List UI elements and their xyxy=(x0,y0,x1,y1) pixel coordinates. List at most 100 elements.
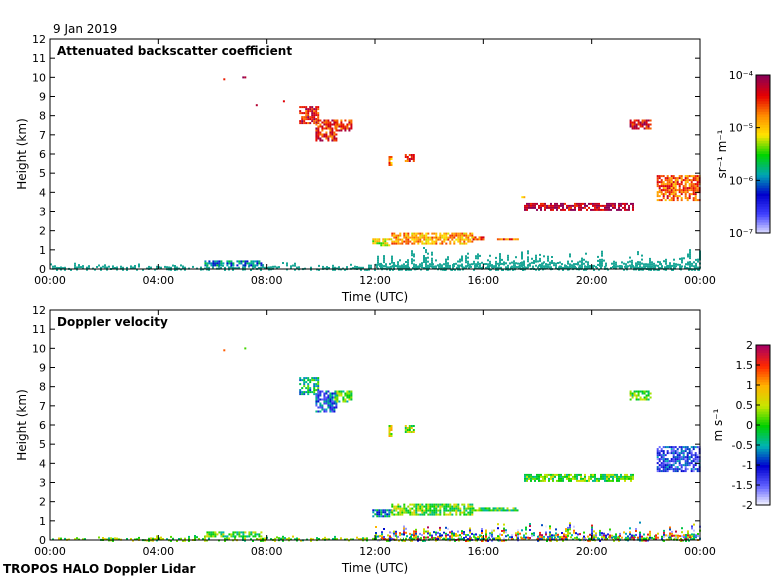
data-cell xyxy=(360,266,362,269)
data-cell xyxy=(333,123,336,126)
colorbar-segment xyxy=(756,491,770,495)
data-cell xyxy=(301,116,304,119)
data-cell xyxy=(682,470,685,473)
data-cell xyxy=(374,513,377,516)
data-cell xyxy=(485,263,487,265)
data-cell xyxy=(569,522,571,525)
data-cell xyxy=(252,535,255,538)
data-cell xyxy=(569,253,571,256)
data-cell xyxy=(653,266,655,269)
data-cell xyxy=(556,208,558,211)
data-cell xyxy=(618,475,620,478)
data-cell xyxy=(474,238,477,241)
data-cell xyxy=(401,238,404,241)
data-cell xyxy=(299,389,302,392)
data-cell xyxy=(389,268,391,271)
data-cell xyxy=(670,460,673,463)
data-cell xyxy=(477,257,479,260)
data-cell xyxy=(344,400,347,403)
data-cell xyxy=(680,452,683,455)
colorbar-segment xyxy=(756,146,770,150)
data-cell xyxy=(331,398,334,401)
data-cell xyxy=(600,204,602,207)
x-tick-label: 16:00 xyxy=(467,545,499,558)
data-cell xyxy=(415,536,417,539)
data-cell xyxy=(439,534,441,537)
data-cell xyxy=(331,396,334,399)
data-cell xyxy=(609,534,611,537)
data-cell xyxy=(447,513,450,516)
data-cell xyxy=(669,528,671,531)
data-cell xyxy=(331,133,334,136)
data-cell xyxy=(204,539,206,542)
data-cell xyxy=(471,511,474,514)
data-cell xyxy=(407,265,409,268)
data-cell xyxy=(690,183,693,186)
data-cell xyxy=(408,160,411,162)
data-cell xyxy=(459,258,461,261)
data-cell xyxy=(118,538,120,541)
data-cell xyxy=(471,240,474,243)
data-cell xyxy=(311,116,314,119)
data-cell xyxy=(350,392,353,395)
data-cell xyxy=(537,266,539,269)
data-cell xyxy=(136,268,138,271)
data-cell xyxy=(559,536,561,539)
data-cell xyxy=(242,531,245,534)
data-cell xyxy=(670,199,673,202)
data-cell xyxy=(566,206,568,209)
data-cell xyxy=(497,266,499,269)
data-cell xyxy=(612,473,614,476)
data-cell xyxy=(630,202,632,205)
data-cell xyxy=(656,195,659,198)
data-cell xyxy=(580,206,582,209)
data-cell xyxy=(635,538,637,540)
data-cell xyxy=(542,479,544,482)
data-cell xyxy=(278,537,280,540)
data-cell xyxy=(686,199,689,202)
data-cell xyxy=(433,531,435,534)
data-cell xyxy=(491,539,493,542)
data-cell xyxy=(471,263,473,266)
data-cell xyxy=(459,536,461,539)
data-cell xyxy=(668,452,671,455)
data-cell xyxy=(660,466,663,469)
data-cell xyxy=(616,208,618,211)
data-cell xyxy=(682,446,685,449)
data-cell xyxy=(537,260,539,263)
data-cell xyxy=(441,266,443,269)
data-cell xyxy=(672,185,675,188)
data-cell xyxy=(668,181,671,184)
data-cell xyxy=(662,460,665,463)
data-cell xyxy=(499,537,501,540)
data-cell xyxy=(582,206,584,209)
data-cell xyxy=(583,537,585,540)
data-cell xyxy=(377,259,379,262)
data-cell xyxy=(425,503,428,506)
data-cell xyxy=(693,523,695,526)
data-cell xyxy=(658,266,660,269)
data-cell xyxy=(532,206,534,209)
data-cell xyxy=(390,158,393,160)
data-cell xyxy=(685,534,687,536)
data-cell xyxy=(399,259,401,262)
data-cell xyxy=(612,479,614,482)
data-cell xyxy=(397,535,399,538)
data-cell xyxy=(645,123,648,126)
data-cell xyxy=(503,529,505,532)
data-cell xyxy=(427,532,429,535)
data-cell xyxy=(393,507,396,510)
data-cell xyxy=(680,450,683,453)
colorbar-segment xyxy=(756,172,770,176)
data-cell xyxy=(680,197,683,200)
data-cell xyxy=(530,479,532,482)
data-cell xyxy=(427,238,430,241)
data-cell xyxy=(184,266,186,269)
data-cell xyxy=(669,264,671,267)
data-cell xyxy=(321,408,324,411)
data-cell xyxy=(661,265,663,268)
data-cell xyxy=(684,183,687,186)
data-cell xyxy=(581,259,583,262)
data-cell xyxy=(443,232,446,235)
data-cell xyxy=(649,257,651,260)
